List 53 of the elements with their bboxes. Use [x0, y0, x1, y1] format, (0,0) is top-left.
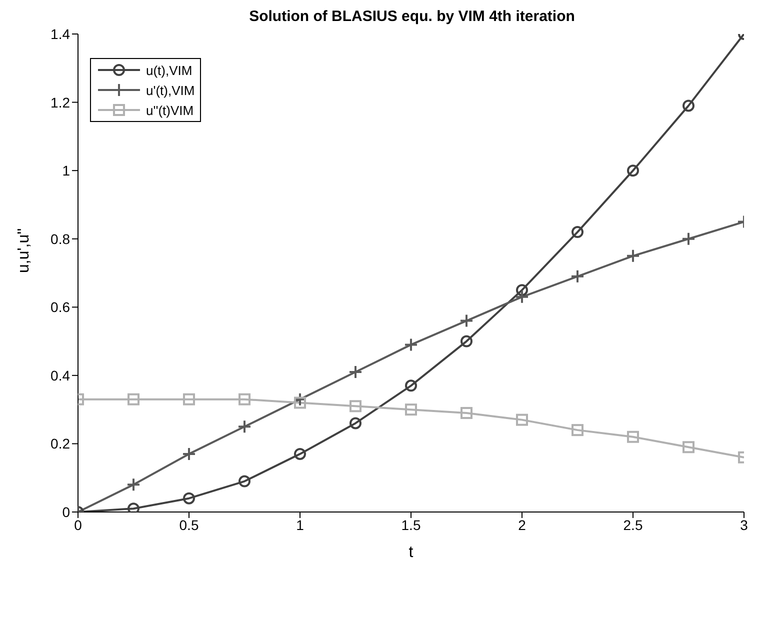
point — [516, 414, 528, 426]
point — [183, 393, 195, 406]
y-tick-label: 0.6 — [50, 299, 70, 316]
point — [294, 448, 306, 460]
y-tick-label: 0.8 — [50, 230, 70, 247]
x-tick-label: 0.5 — [179, 516, 199, 533]
point — [128, 393, 140, 406]
y-tick-label: 1.4 — [50, 26, 70, 42]
point — [515, 290, 529, 304]
x-tick-label: 2 — [518, 516, 526, 533]
x-tick-label: 1 — [296, 516, 304, 533]
point — [682, 441, 694, 454]
point — [516, 284, 528, 296]
point — [294, 396, 306, 409]
y-tick-label: 0.4 — [50, 367, 70, 384]
point — [405, 404, 417, 416]
x-tick-label: 2.5 — [623, 516, 643, 533]
x-axis-title: t — [408, 544, 414, 561]
point — [627, 430, 639, 443]
point — [627, 164, 639, 177]
point — [572, 226, 584, 238]
x-tick-label: 0 — [74, 516, 82, 533]
y-tick-label: 1.2 — [50, 94, 70, 110]
point — [405, 380, 417, 392]
point — [460, 406, 472, 419]
x-tick-label: 1.5 — [401, 516, 421, 533]
point — [682, 100, 694, 112]
point — [182, 446, 196, 461]
point — [682, 232, 696, 246]
point — [460, 314, 474, 328]
point — [404, 338, 418, 352]
point — [350, 417, 362, 430]
point — [570, 269, 584, 284]
point — [460, 335, 472, 348]
point — [183, 492, 195, 504]
y-tick-label: 1 — [62, 162, 70, 179]
point — [626, 248, 640, 263]
y-tick-label: 0 — [62, 504, 70, 520]
legend-label: u'(t),VIM — [146, 82, 195, 98]
point — [128, 502, 140, 512]
point — [348, 365, 362, 380]
legend-label: u(t),VIM — [146, 62, 192, 78]
point — [350, 400, 362, 412]
point — [126, 478, 140, 492]
point — [572, 424, 584, 436]
point — [238, 420, 252, 434]
point — [238, 393, 250, 406]
x-tick-label: 3 — [740, 516, 748, 533]
chart-title: Solution of BLASIUS equ. by VIM 4th iteration — [249, 8, 575, 25]
y-tick-label: 0.2 — [50, 436, 70, 452]
y-axis-title: u,u',u'' — [16, 228, 33, 273]
point — [238, 475, 250, 488]
legend-label: u''(t)VIM — [146, 102, 194, 118]
